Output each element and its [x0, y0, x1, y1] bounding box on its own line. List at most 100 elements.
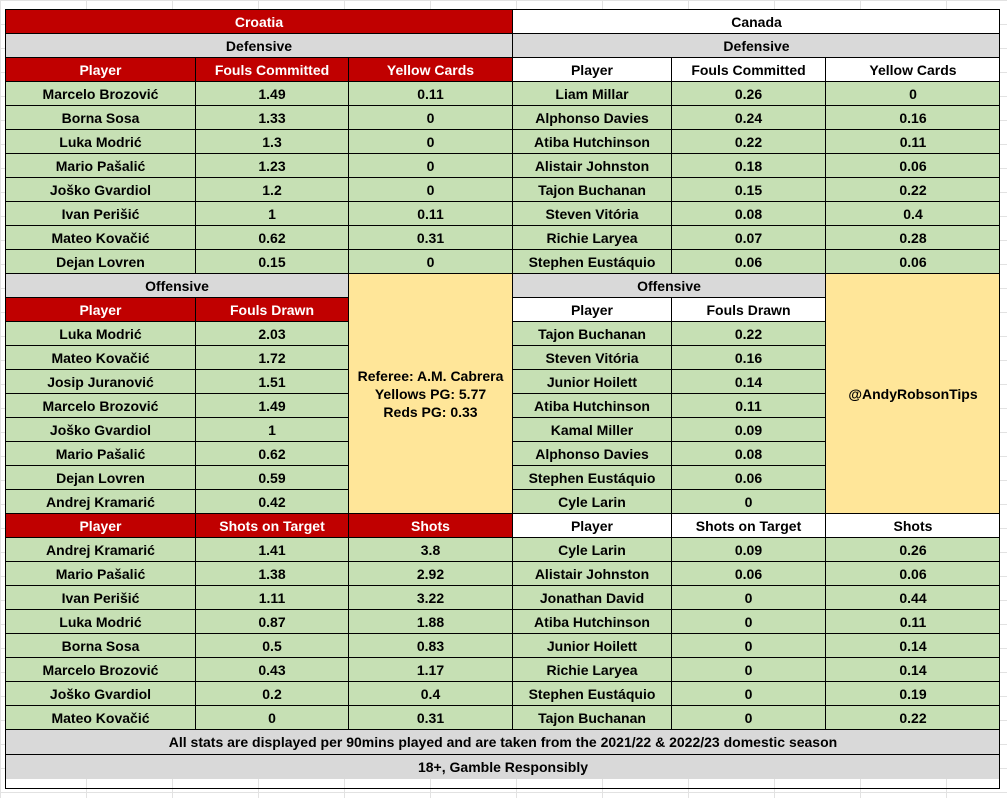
canada-defensive-cell: 0.22: [671, 129, 825, 153]
canada-defensive-cell: Alistair Johnston: [512, 153, 671, 177]
croatia-offensive-cell: Josip Juranović: [5, 369, 195, 393]
croatia-defensive-cell: Ivan Perišić: [5, 201, 195, 225]
canada-defensive-cell: Steven Vitória: [512, 201, 671, 225]
croatia-shots-shots-on-target-header: Shots on Target: [195, 513, 348, 537]
canada-offensive-cell: Alphonso Davies: [512, 441, 671, 465]
croatia-defensive-cell: 0.11: [348, 201, 512, 225]
canada-defensive-cell: 0.06: [671, 249, 825, 273]
canada-offensive-cell: 0.06: [671, 465, 825, 489]
croatia-defensive-cell: 1.33: [195, 105, 348, 129]
canada-shots-cell: Alistair Johnston: [512, 561, 671, 585]
canada-defensive-cell: Tajon Buchanan: [512, 177, 671, 201]
canada-defensive-cell: 0: [825, 81, 1000, 105]
canada-shots-player-header: Player: [512, 513, 671, 537]
canada-shots-cell: 0.09: [671, 537, 825, 561]
canada-defensive-cell: 0.07: [671, 225, 825, 249]
canada-shots-cell: 0.14: [825, 633, 1000, 657]
canada-defensive-cell: 0.28: [825, 225, 1000, 249]
croatia-offensive-title: Offensive: [5, 273, 348, 297]
croatia-defensive-cell: 1.2: [195, 177, 348, 201]
canada-shots-cell: 0: [671, 681, 825, 705]
referee-box: Referee: A.M. Cabrera Yellows PG: 5.77 Red…: [348, 273, 512, 513]
canada-shots-cell: Tajon Buchanan: [512, 705, 671, 729]
croatia-defensive-cell: 1.49: [195, 81, 348, 105]
canada-defensive-yellow-cards-header: Yellow Cards: [825, 57, 1000, 81]
canada-defensive-cell: 0.06: [825, 153, 1000, 177]
croatia-shots-cell: 0.83: [348, 633, 512, 657]
croatia-offensive-cell: Marcelo Brozović: [5, 393, 195, 417]
canada-shots-cell: Jonathan David: [512, 585, 671, 609]
canada-shots-cell: 0.19: [825, 681, 1000, 705]
referee-name-line: Referee: A.M. Cabrera: [357, 367, 504, 384]
croatia-shots-player-header: Player: [5, 513, 195, 537]
canada-offensive-cell: Kamal Miller: [512, 417, 671, 441]
canada-offensive-cell: Junior Hoilett: [512, 369, 671, 393]
croatia-shots-cell: 0.5: [195, 633, 348, 657]
canada-defensive-title: Defensive: [512, 33, 1000, 57]
canada-defensive-cell: 0.24: [671, 105, 825, 129]
croatia-shots-cell: 3.22: [348, 585, 512, 609]
canada-offensive-cell: 0: [671, 489, 825, 513]
canada-shots-cell: Richie Laryea: [512, 657, 671, 681]
referee-reds-line: Reds PG: 0.33: [383, 403, 478, 420]
croatia-defensive-title: Defensive: [5, 33, 512, 57]
croatia-defensive-cell: Mateo Kovačić: [5, 225, 195, 249]
croatia-shots-cell: 1.17: [348, 657, 512, 681]
canada-offensive-cell: Atiba Hutchinson: [512, 393, 671, 417]
canada-shots-cell: Junior Hoilett: [512, 633, 671, 657]
croatia-offensive-cell: 0.42: [195, 489, 348, 513]
canada-shots-cell: Stephen Eustáquio: [512, 681, 671, 705]
canada-offensive-cell: 0.08: [671, 441, 825, 465]
footer-gamble: 18+, Gamble Responsibly: [5, 754, 1000, 779]
croatia-shots-cell: 1.38: [195, 561, 348, 585]
canada-shots-cell: 0.44: [825, 585, 1000, 609]
canada-defensive-cell: 0.15: [671, 177, 825, 201]
footer-note: All stats are displayed per 90mins playe…: [5, 729, 1000, 754]
canada-shots-cell: 0.26: [825, 537, 1000, 561]
croatia-shots-cell: Marcelo Brozović: [5, 657, 195, 681]
canada-shots-cell: 0: [671, 609, 825, 633]
croatia-shots-shots-header: Shots: [348, 513, 512, 537]
croatia-defensive-cell: Marcelo Brozović: [5, 81, 195, 105]
croatia-defensive-cell: 1.3: [195, 129, 348, 153]
croatia-shots-cell: Luka Modrić: [5, 609, 195, 633]
croatia-shots-cell: 3.8: [348, 537, 512, 561]
canada-offensive-cell: 0.11: [671, 393, 825, 417]
canada-offensive-cell: Stephen Eustáquio: [512, 465, 671, 489]
croatia-offensive-cell: 0.59: [195, 465, 348, 489]
canada-shots-cell: 0: [671, 657, 825, 681]
canada-shots-cell: 0.06: [825, 561, 1000, 585]
croatia-offensive-fouls-drawn-header: Fouls Drawn: [195, 297, 348, 321]
canada-defensive-cell: 0.06: [825, 249, 1000, 273]
croatia-offensive-cell: 1: [195, 417, 348, 441]
croatia-offensive-cell: 0.62: [195, 441, 348, 465]
canada-defensive-cell: 0.26: [671, 81, 825, 105]
referee-yellows-line: Yellows PG: 5.77: [374, 385, 487, 402]
canada-offensive-title: Offensive: [512, 273, 825, 297]
croatia-defensive-yellow-cards-header: Yellow Cards: [348, 57, 512, 81]
canada-offensive-player-header: Player: [512, 297, 671, 321]
croatia-shots-cell: Ivan Perišić: [5, 585, 195, 609]
canada-shots-shots-header: Shots: [825, 513, 1000, 537]
canada-shots-cell: 0.14: [825, 657, 1000, 681]
canada-defensive-player-header: Player: [512, 57, 671, 81]
canada-offensive-cell: Tajon Buchanan: [512, 321, 671, 345]
croatia-shots-cell: 1.41: [195, 537, 348, 561]
croatia-defensive-cell: Dejan Lovren: [5, 249, 195, 273]
canada-defensive-cell: Alphonso Davies: [512, 105, 671, 129]
croatia-shots-cell: 1.88: [348, 609, 512, 633]
croatia-defensive-cell: Luka Modrić: [5, 129, 195, 153]
canada-defensive-cell: Stephen Eustáquio: [512, 249, 671, 273]
canada-defensive-cell: 0.08: [671, 201, 825, 225]
croatia-shots-cell: 0.87: [195, 609, 348, 633]
canada-shots-cell: 0.11: [825, 609, 1000, 633]
canada-shots-cell: Cyle Larin: [512, 537, 671, 561]
croatia-defensive-cell: 0.11: [348, 81, 512, 105]
canada-shots-cell: 0.06: [671, 561, 825, 585]
canada-defensive-cell: Richie Laryea: [512, 225, 671, 249]
croatia-shots-cell: 0.43: [195, 657, 348, 681]
croatia-shots-cell: 0: [195, 705, 348, 729]
croatia-defensive-cell: Borna Sosa: [5, 105, 195, 129]
canada-defensive-cell: Atiba Hutchinson: [512, 129, 671, 153]
croatia-shots-cell: Joško Gvardiol: [5, 681, 195, 705]
